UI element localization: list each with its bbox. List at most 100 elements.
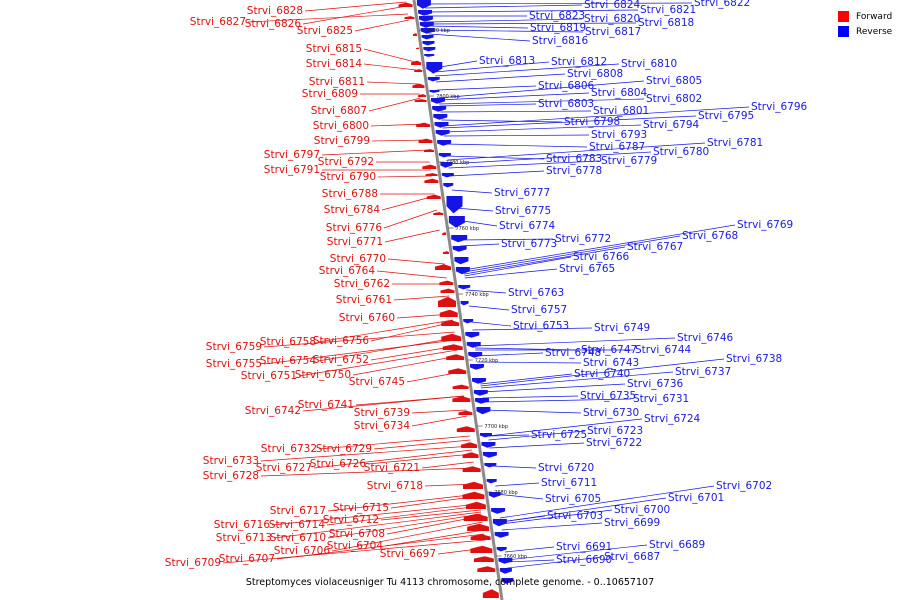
reverse-leader-line [442,115,697,129]
forward-leader-line [260,467,475,477]
forward-gene-label: Strvi_6828 [247,5,303,17]
gene-block [472,378,487,384]
gene-block [461,442,478,448]
reverse-leader-line [500,509,613,525]
reverse-gene-label: Strvi_6749 [594,322,650,334]
gene-block [486,479,497,484]
reverse-gene-label: Strvi_6687 [604,551,660,563]
scale-ticks: 7820 kbp 7800 kbp 7780 kbp 7760 kbp 7740 kbp… [419,28,527,560]
gene-block [442,344,463,350]
forward-gene-label: Strvi_6718 [367,480,423,492]
reverse-gene-label: Strvi_6768 [682,230,738,242]
gene-block [429,90,440,93]
reverse-gene-label: Strvi_6737 [675,366,731,378]
reverse-leader-line [448,160,600,169]
gene-block [494,532,509,538]
forward-gene-label: Strvi_6826 [245,18,302,30]
reverse-leader-line [468,305,510,311]
reverse-leader-line [433,60,478,69]
gene-block [477,566,496,572]
gene-block [442,232,447,235]
forward-leader-line [317,337,456,362]
label-leader-lines [222,1,750,569]
reverse-leader-line [427,22,637,25]
gene-block [473,556,494,562]
reverse-gene-label: Strvi_6808 [567,68,623,80]
reverse-leader-line [440,110,592,113]
forward-leader-line [247,13,409,23]
gene-block [414,69,423,72]
forward-leader-line [376,270,447,279]
reverse-leader-line [427,25,529,29]
gene-block [476,407,491,415]
gene-block [463,319,474,324]
forward-leader-line [368,97,421,112]
gene-block [418,138,433,143]
gene-block [484,463,497,468]
reverse-leader-line [424,2,693,5]
gene-block [434,122,449,128]
forward-leader-line [421,461,474,469]
reverse-gene-label: Strvi_6711 [541,477,597,489]
reverse-gene-label: Strvi_6806 [538,80,595,92]
gene-block [412,83,425,88]
reverse-leader-line [456,219,498,227]
reverse-leader-line [506,544,648,561]
reverse-leader-line [446,155,545,160]
gene-block [474,398,489,404]
forward-leader-line [326,505,481,526]
forward-gene-label: Strvi_6776 [326,222,383,234]
reverse-gene-label: Strvi_6773 [501,238,557,250]
gene-block [441,173,454,178]
forward-gene-label: Strvi_6754 [260,355,317,367]
reverse-gene-label: Strvi_6690 [556,554,612,566]
forward-gene-label: Strvi_6714 [269,519,326,531]
forward-gene-label: Strvi_6717 [270,505,326,517]
forward-gene-label: Strvi_6728 [203,470,259,482]
forward-gene-label: Strvi_6770 [330,253,386,265]
chromosome-line [412,0,504,600]
forward-gene-label: Strvi_6706 [274,545,331,557]
forward-gene-label: Strvi_6709 [165,557,221,569]
reverse-leader-line [460,243,500,247]
forward-gene-label: Strvi_6758 [260,336,316,348]
reverse-gene-label: Strvi_6818 [638,17,694,29]
gene-block [433,114,448,120]
reverse-leader-line [482,398,632,403]
reverse-leader-line [434,61,550,73]
forward-leader-line [387,258,445,265]
reverse-leader-line [463,235,681,273]
forward-gene-label: Strvi_6739 [354,407,410,419]
reverse-leader-line [499,485,715,519]
gene-block [448,368,467,374]
scale-label: 7780 kbp [446,160,470,166]
reverse-gene-label: Strvi_6780 [653,146,709,158]
reverse-gene-label: Strvi_6769 [737,219,793,231]
gene-block [435,130,450,136]
forward-gene-label: Strvi_6707 [219,553,275,565]
scale-label: 7720 kbp [475,358,499,364]
forward-gene-label: Strvi_6752 [313,354,369,366]
gene-block [499,568,512,574]
forward-leader-line [355,395,465,406]
forward-leader-line [313,449,473,469]
reverse-gene-label: Strvi_6822 [694,0,750,9]
forward-gene-label: Strvi_6733 [203,455,259,467]
reverse-gene-label: Strvi_6753 [513,320,569,332]
gene-block [469,364,484,370]
forward-leader-line [263,339,456,365]
gene-block [418,10,433,16]
gene-block [482,452,497,458]
reverse-gene-label: Strvi_6765 [559,263,615,275]
forward-gene-label: Strvi_6800 [313,120,369,132]
reverse-swatch [838,26,849,37]
gene-block [482,589,499,598]
reverse-leader-line [506,559,555,563]
forward-gene-label: Strvi_6713 [216,532,272,544]
reverse-gene-label: Strvi_6689 [649,539,705,551]
reverse-gene-label: Strvi_6774 [499,220,556,232]
reverse-leader-line [487,434,530,437]
reverse-leader-line [500,515,546,523]
reverse-gene-label: Strvi_6725 [531,429,587,441]
reverse-gene-label: Strvi_6720 [538,462,594,474]
